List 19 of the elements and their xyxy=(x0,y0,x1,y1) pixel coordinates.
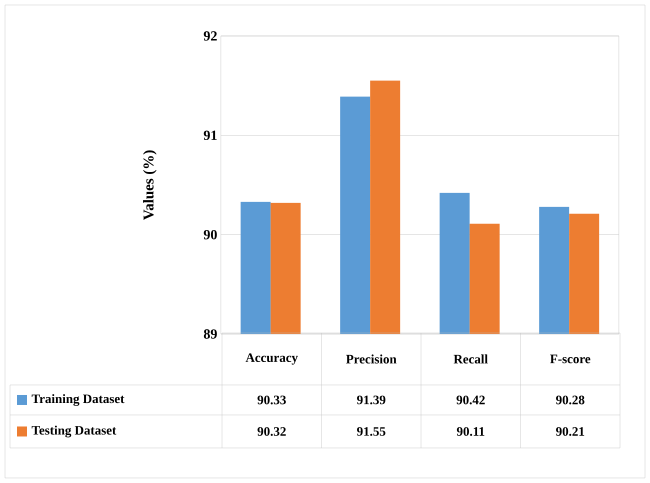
x-tick-label: Precision xyxy=(346,354,396,364)
data-label: 90.28 xyxy=(556,396,584,404)
data-label: 91.39 xyxy=(357,396,386,404)
x-tick-label: F-score xyxy=(550,354,590,364)
data-label: 90.32 xyxy=(258,427,286,436)
data-label: 90.42 xyxy=(456,396,485,404)
y-axis-title: Values (%) xyxy=(143,150,157,220)
x-tick-label: Accuracy xyxy=(246,353,298,365)
y-tick-label: 92 xyxy=(204,31,217,41)
data-label: 90.33 xyxy=(258,396,286,404)
y-tick-label: 89 xyxy=(204,329,217,339)
y-tick-label: 91 xyxy=(204,130,217,140)
data-label: 90.11 xyxy=(456,427,484,436)
legend-label: Testing Dataset xyxy=(32,426,116,438)
legend-label: Training Dataset xyxy=(32,394,124,406)
y-tick-label: 90 xyxy=(204,230,217,240)
data-label: 91.55 xyxy=(357,427,386,436)
data-label: 90.21 xyxy=(556,427,584,436)
x-tick-label: Recall xyxy=(454,354,488,364)
